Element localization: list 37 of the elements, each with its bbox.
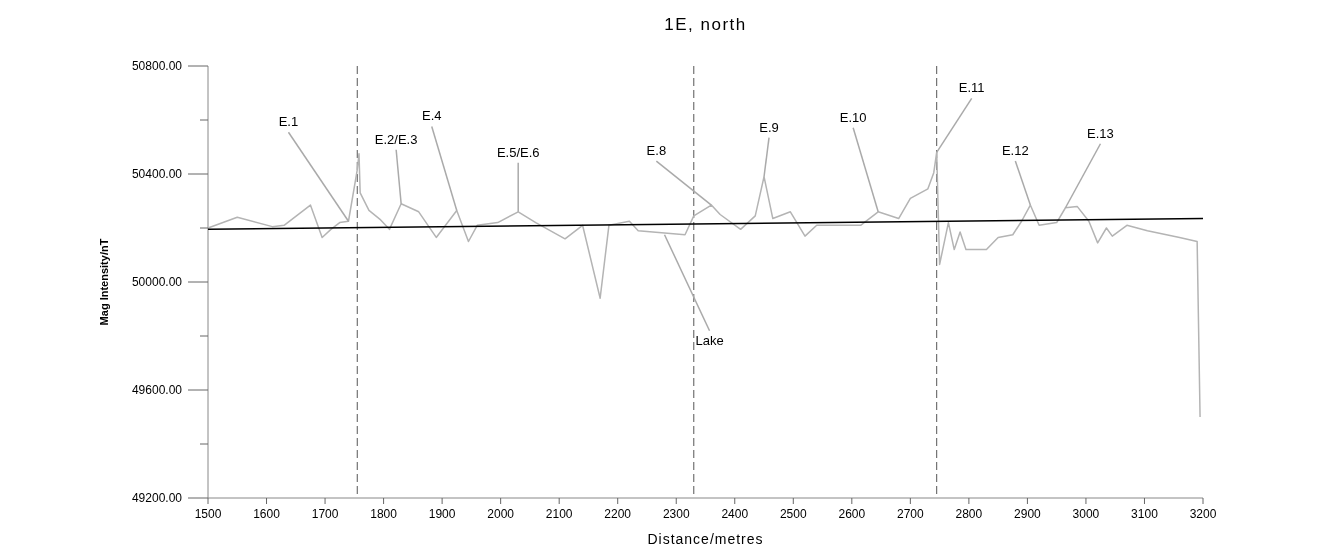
annotation: E.1	[278, 114, 299, 130]
x-tick-label: 2300	[662, 507, 690, 521]
x-tick-label: 1900	[428, 507, 456, 521]
x-tick-label: 2900	[1014, 507, 1042, 521]
x-axis-title: Distance/metres	[647, 531, 764, 547]
x-tick-label: 1800	[370, 507, 398, 521]
x-tick-label: 2000	[487, 507, 515, 521]
chart-title: 1E, north	[664, 15, 747, 34]
x-tick-label: 3200	[1189, 507, 1217, 521]
x-tick-label: 2800	[955, 507, 983, 521]
annotation: E.13	[1087, 125, 1114, 141]
annotation: E.2/E.3	[374, 131, 418, 147]
annotation: E.12	[1001, 143, 1029, 159]
annotation: E.11	[958, 80, 985, 96]
y-tick-label: 49600.00	[131, 383, 183, 397]
x-tick-label: 1500	[194, 507, 222, 521]
annotation: E.4	[421, 108, 442, 124]
annotation: Lake	[695, 332, 724, 348]
x-tick-label: 3100	[1131, 507, 1159, 521]
annotation: E.5/E.6	[496, 144, 540, 160]
x-tick-label: 3000	[1072, 507, 1100, 521]
x-tick-label: 2500	[779, 507, 807, 521]
y-tick-label: 50800.00	[131, 59, 183, 73]
y-axis-title: Mag Intensity/nT	[98, 238, 110, 326]
x-tick-label: 2200	[604, 507, 632, 521]
x-tick-label: 2600	[838, 507, 866, 521]
x-tick-label: 1600	[253, 507, 281, 521]
annotation: E.8	[646, 143, 667, 159]
annotation: E.10	[839, 109, 867, 125]
x-tick-label: 1700	[311, 507, 339, 521]
x-tick-label: 2400	[721, 507, 749, 521]
y-tick-label: 50400.00	[131, 167, 183, 181]
y-tick-label: 50000.00	[131, 275, 183, 289]
x-tick-label: 2100	[545, 507, 573, 521]
annotation: E.9	[759, 119, 779, 135]
y-tick-label: 49200.00	[131, 491, 183, 505]
x-tick-label: 2700	[897, 507, 925, 521]
